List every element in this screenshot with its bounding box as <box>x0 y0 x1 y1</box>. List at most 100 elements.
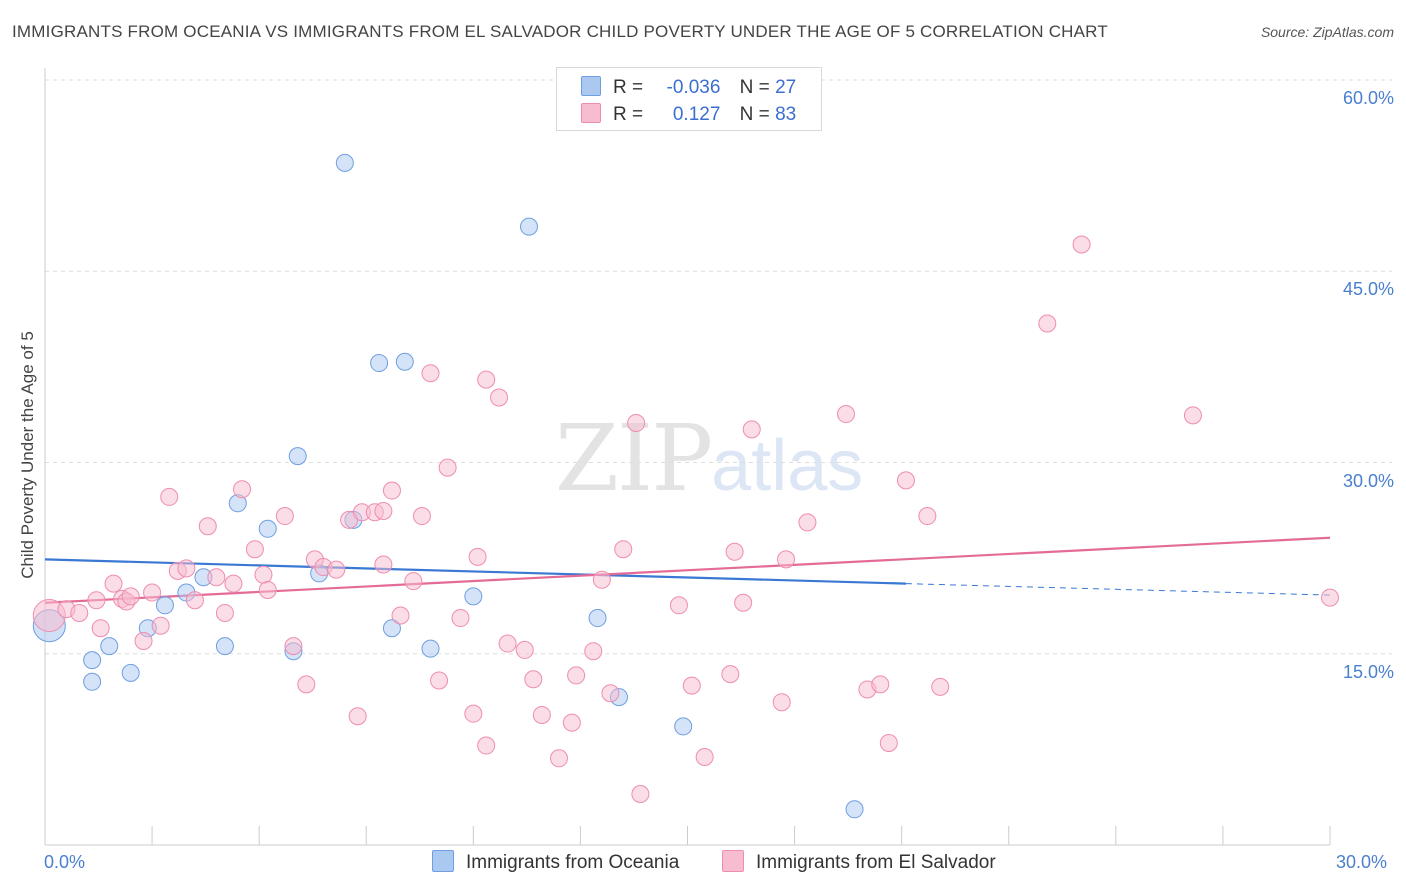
el-salvador-point <box>584 642 603 661</box>
el-salvador-point <box>725 542 744 561</box>
source-label: Source: ZipAtlas.com <box>1260 24 1394 40</box>
oceania-point <box>335 153 354 172</box>
axes <box>44 68 1331 846</box>
el-salvador-point <box>104 574 123 593</box>
el-salvador-point <box>391 606 410 625</box>
el-salvador-point <box>297 675 316 694</box>
el-salvador-point <box>185 591 204 610</box>
r-label: R = <box>613 77 644 98</box>
oceania-point <box>370 354 389 373</box>
stats-row-oceania: R = -0.036 N = 27 <box>581 76 796 102</box>
el-salvador-point <box>1038 314 1057 333</box>
el-salvador-point <box>404 572 423 591</box>
el-salvador-point <box>836 405 855 424</box>
el-salvador-point <box>931 677 950 696</box>
el-salvador-point <box>121 587 140 606</box>
el-salvador-point <box>742 420 761 439</box>
el-salvador-point <box>258 581 277 599</box>
el-salvador-point <box>143 583 162 602</box>
el-salvador-point <box>515 640 534 659</box>
r-value: -0.036 <box>666 77 721 98</box>
n-value: 83 <box>775 104 797 125</box>
el-salvador-point <box>468 547 487 566</box>
el-salvador-point <box>532 705 551 724</box>
correlation-stats-box: R = -0.036 N = 27 R = 0.127 N = 83 <box>556 67 822 131</box>
n-label: N = <box>739 77 770 98</box>
el-salvador-point <box>70 603 89 622</box>
el-salvador-point <box>695 748 714 767</box>
el-salvador-point <box>233 480 252 499</box>
y-tick-label: 45.0% <box>1342 279 1394 300</box>
legend-item-oceania: Immigrants from Oceania <box>432 850 679 874</box>
el-salvador-point <box>490 388 509 407</box>
el-salvador-point <box>151 616 170 635</box>
oceania-point <box>845 800 864 819</box>
stats-row-el-salvador: R = 0.127 N = 83 <box>581 103 796 129</box>
x-tick-label: 30.0% <box>1336 852 1388 872</box>
legend-label: Immigrants from El Salvador <box>756 852 996 873</box>
oceania-point <box>588 609 607 628</box>
legend-swatch-oceania <box>432 850 454 872</box>
el-salvador-point <box>798 513 817 532</box>
oceania-point <box>288 447 307 466</box>
y-axis-label: Child Poverty Under the Age of 5 <box>18 331 37 579</box>
oceania-point <box>464 587 483 606</box>
oceania-point <box>421 639 440 658</box>
legend-item-el-salvador: Immigrants from El Salvador <box>722 850 996 874</box>
stats-swatch-oceania <box>581 76 601 96</box>
el-salvador-point <box>224 574 243 593</box>
el-salvador-point <box>1321 588 1339 607</box>
el-salvador-point <box>1072 235 1091 254</box>
n-label: N = <box>739 104 770 125</box>
data-points <box>32 153 1339 819</box>
el-salvador-point <box>198 517 217 536</box>
el-salvador-point <box>477 370 496 389</box>
legend-label: Immigrants from Oceania <box>466 852 680 873</box>
el-salvador-trend-line <box>44 536 1331 604</box>
el-salvador-point <box>284 637 303 656</box>
el-salvador-point <box>498 634 517 653</box>
el-salvador-point <box>524 670 543 689</box>
y-tick-label: 15.0% <box>1342 661 1394 682</box>
oceania-point <box>155 596 174 615</box>
oceania-trend-extension <box>905 583 1331 596</box>
el-salvador-point <box>374 501 393 520</box>
el-salvador-point <box>451 609 470 628</box>
r-value: 0.127 <box>672 104 721 125</box>
el-salvador-point <box>348 707 367 726</box>
el-salvador-point <box>374 555 393 574</box>
el-salvador-point <box>562 713 581 732</box>
el-salvador-point <box>91 619 110 638</box>
el-salvador-point <box>430 671 449 690</box>
oceania-point <box>215 637 234 656</box>
r-label: R = <box>613 104 644 125</box>
el-salvador-point <box>477 736 496 755</box>
el-salvador-point <box>1183 406 1202 425</box>
n-value: 27 <box>775 77 797 98</box>
el-salvador-point <box>550 749 568 768</box>
oceania-point <box>121 663 140 682</box>
oceania-point <box>83 651 102 670</box>
oceania-point <box>382 619 401 638</box>
trend-lines <box>44 536 1331 604</box>
el-salvador-point <box>438 458 457 477</box>
el-salvador-point <box>871 675 890 694</box>
y-tick-label: 60.0% <box>1342 88 1394 108</box>
el-salvador-point <box>734 593 753 612</box>
el-salvador-point <box>87 591 106 610</box>
el-salvador-point <box>382 481 401 500</box>
el-salvador-point <box>896 471 915 490</box>
el-salvador-point <box>631 785 650 803</box>
legend-swatch-el-salvador <box>722 850 744 872</box>
oceania-point <box>520 217 539 236</box>
oceania-point <box>395 352 414 371</box>
el-salvador-point <box>245 540 264 559</box>
oceania-point <box>83 672 102 691</box>
oceania-point <box>258 519 277 538</box>
x-tick-label: 0.0% <box>44 852 86 872</box>
el-salvador-point <box>772 693 791 712</box>
el-salvador-point <box>160 487 179 506</box>
el-salvador-point <box>254 565 273 584</box>
oceania-point <box>100 637 119 656</box>
